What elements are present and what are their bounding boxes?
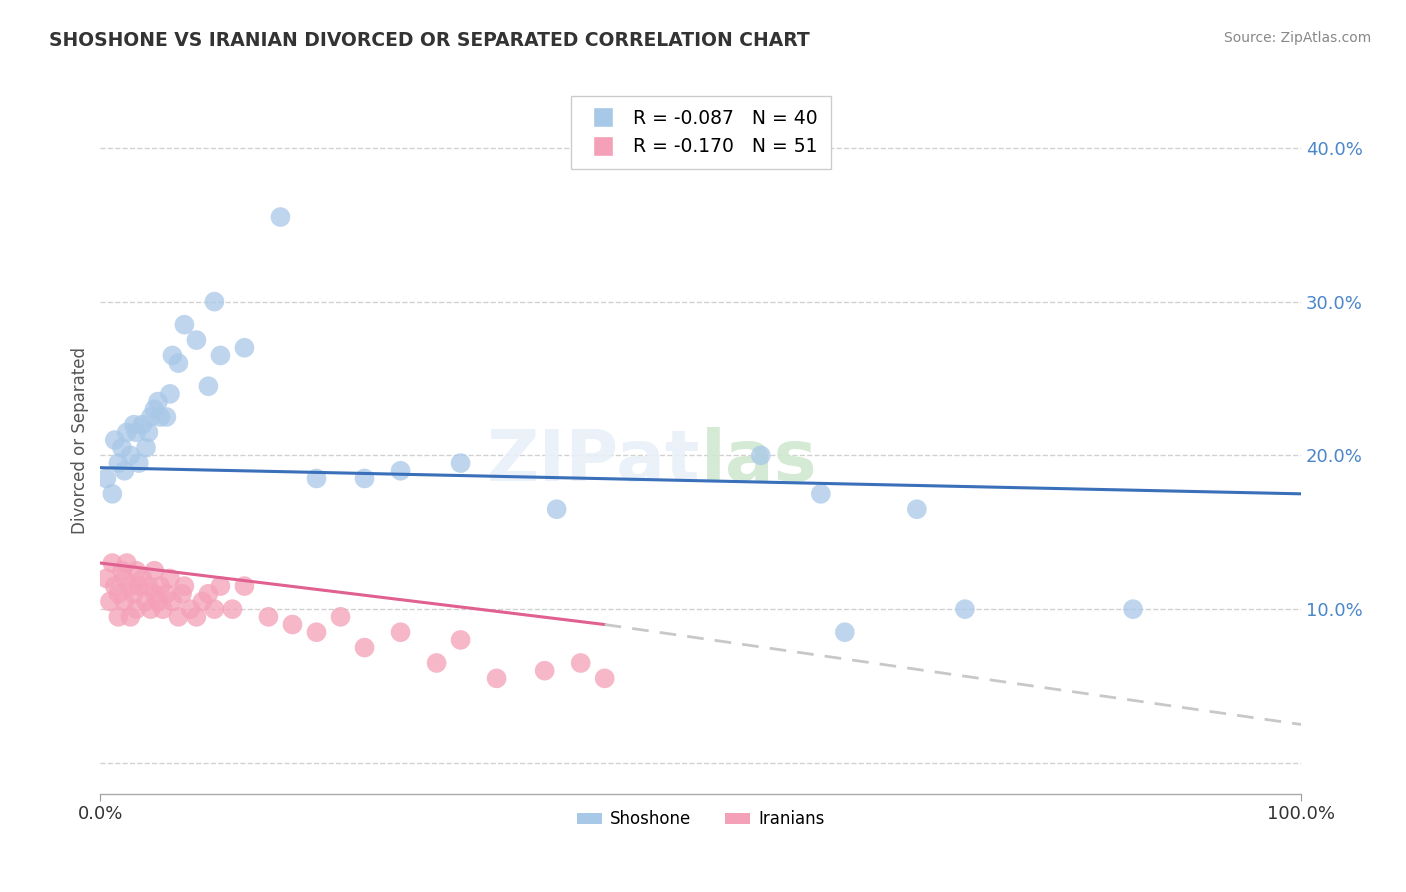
Point: [135, 441, 157, 455]
Point: [167, 356, 190, 370]
Point: [305, 471, 328, 485]
Point: [125, 425, 148, 440]
Point: [233, 341, 256, 355]
Point: [125, 602, 148, 616]
Point: [149, 579, 172, 593]
Point: [155, 409, 177, 424]
Point: [131, 571, 153, 585]
Point: [257, 610, 280, 624]
Point: [197, 379, 219, 393]
Point: [905, 502, 928, 516]
Point: [546, 502, 568, 516]
Point: [209, 348, 232, 362]
Point: [155, 587, 177, 601]
Point: [101, 556, 124, 570]
Text: las: las: [700, 426, 817, 496]
Point: [204, 602, 226, 616]
Point: [186, 610, 208, 624]
Point: [159, 387, 181, 401]
Point: [112, 594, 135, 608]
Point: [485, 671, 508, 685]
Point: [173, 579, 195, 593]
Point: [96, 571, 118, 585]
Point: [146, 394, 169, 409]
Point: [143, 587, 166, 601]
Point: [138, 425, 160, 440]
Point: [167, 610, 190, 624]
Point: [143, 564, 166, 578]
Point: [122, 417, 145, 432]
Point: [128, 579, 150, 593]
Point: [131, 417, 153, 432]
Point: [139, 409, 162, 424]
Point: [115, 425, 138, 440]
Point: [149, 409, 172, 424]
Point: [159, 571, 181, 585]
Point: [269, 210, 291, 224]
Point: [135, 594, 157, 608]
Point: [162, 594, 184, 608]
Point: [186, 333, 208, 347]
Text: Source: ZipAtlas.com: Source: ZipAtlas.com: [1223, 31, 1371, 45]
Point: [146, 594, 169, 608]
Point: [101, 487, 124, 501]
Point: [104, 579, 127, 593]
Point: [112, 571, 135, 585]
Point: [221, 602, 243, 616]
Point: [122, 587, 145, 601]
Point: [834, 625, 856, 640]
Point: [107, 610, 129, 624]
Y-axis label: Divorced or Separated: Divorced or Separated: [72, 346, 89, 533]
Point: [162, 348, 184, 362]
Point: [120, 449, 142, 463]
Point: [125, 564, 148, 578]
Point: [281, 617, 304, 632]
Point: [120, 610, 142, 624]
Point: [138, 579, 160, 593]
Point: [179, 602, 201, 616]
Point: [329, 610, 352, 624]
Point: [233, 579, 256, 593]
Text: ZIPat: ZIPat: [488, 426, 700, 496]
Point: [128, 456, 150, 470]
Point: [197, 587, 219, 601]
Point: [111, 564, 134, 578]
Point: [353, 640, 375, 655]
Point: [115, 556, 138, 570]
Point: [209, 579, 232, 593]
Point: [170, 587, 193, 601]
Text: SHOSHONE VS IRANIAN DIVORCED OR SEPARATED CORRELATION CHART: SHOSHONE VS IRANIAN DIVORCED OR SEPARATE…: [49, 31, 810, 50]
Point: [111, 441, 134, 455]
Point: [173, 318, 195, 332]
Point: [305, 625, 328, 640]
Point: [389, 464, 412, 478]
Point: [191, 594, 214, 608]
Point: [96, 471, 118, 485]
Point: [120, 579, 142, 593]
Point: [107, 587, 129, 601]
Point: [749, 449, 772, 463]
Point: [104, 433, 127, 447]
Point: [112, 464, 135, 478]
Legend:  R = -0.087   N = 40,  R = -0.170   N = 51: R = -0.087 N = 40, R = -0.170 N = 51: [571, 95, 831, 169]
Point: [593, 671, 616, 685]
Point: [569, 656, 592, 670]
Point: [98, 594, 121, 608]
Point: [107, 456, 129, 470]
Point: [204, 294, 226, 309]
Point: [450, 632, 472, 647]
Point: [139, 602, 162, 616]
Point: [353, 471, 375, 485]
Point: [1122, 602, 1144, 616]
Point: [152, 602, 174, 616]
Point: [533, 664, 555, 678]
Point: [389, 625, 412, 640]
Point: [450, 456, 472, 470]
Point: [426, 656, 449, 670]
Point: [810, 487, 832, 501]
Point: [953, 602, 976, 616]
Point: [143, 402, 166, 417]
